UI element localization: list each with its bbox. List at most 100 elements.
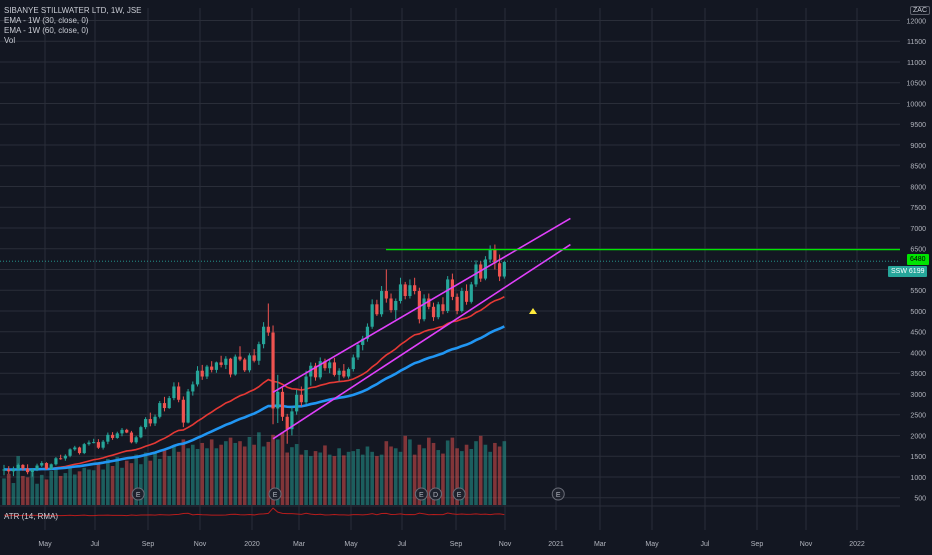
ema60-legend[interactable]: EMA - 1W (60, close, 0) bbox=[4, 26, 89, 35]
volume-bar bbox=[209, 439, 214, 505]
candle-body bbox=[464, 291, 469, 302]
candle-body bbox=[110, 434, 115, 438]
candle-body bbox=[120, 429, 124, 434]
volume-bar bbox=[63, 473, 68, 505]
symbol-title[interactable]: SIBANYE STILLWATER LTD, 1W, JSE bbox=[4, 6, 142, 15]
candle-body bbox=[295, 394, 299, 412]
y-tick-label: 9000 bbox=[910, 143, 926, 150]
candle-body bbox=[413, 285, 417, 292]
candle-body bbox=[125, 429, 129, 433]
volume-bar bbox=[346, 451, 351, 505]
volume-bar bbox=[139, 464, 143, 505]
volume-bar bbox=[96, 464, 101, 505]
candle-body bbox=[101, 441, 105, 448]
candle-body bbox=[224, 358, 228, 365]
volume-bar bbox=[233, 442, 238, 505]
earnings-marker-label: D bbox=[433, 492, 438, 499]
channel-upper-line bbox=[272, 217, 571, 393]
volume-bar bbox=[280, 432, 285, 505]
x-tick-label: Nov bbox=[800, 541, 813, 548]
volume-bar bbox=[21, 475, 25, 505]
candle-body bbox=[262, 326, 266, 345]
volume-bar bbox=[327, 454, 332, 505]
volume-bar bbox=[6, 473, 11, 505]
volume-bar bbox=[238, 441, 242, 505]
y-tick-label: 500 bbox=[914, 496, 926, 503]
candle-body bbox=[30, 469, 34, 473]
volume-bar bbox=[445, 440, 450, 505]
x-tick-label: Jul bbox=[398, 541, 407, 548]
volume-bar bbox=[497, 446, 502, 505]
candle-body bbox=[342, 370, 346, 377]
atr-line bbox=[3, 507, 505, 517]
candle-body bbox=[422, 298, 426, 320]
candle-body bbox=[441, 304, 445, 311]
currency-label[interactable]: ZAC bbox=[910, 6, 930, 15]
candle-body bbox=[351, 357, 355, 370]
volume-bar bbox=[16, 456, 20, 505]
candle-body bbox=[21, 464, 25, 469]
candle-body bbox=[384, 291, 388, 299]
volume-bar bbox=[11, 483, 16, 505]
candle-body bbox=[356, 344, 360, 358]
candle-body bbox=[11, 469, 16, 472]
y-tick-label: 5500 bbox=[910, 288, 926, 295]
atr-legend[interactable]: ATR (14, RMA) bbox=[4, 512, 59, 521]
candle-body bbox=[498, 263, 502, 277]
candle-body bbox=[162, 403, 167, 409]
earnings-marker bbox=[452, 487, 466, 501]
x-tick-label: Sep bbox=[751, 541, 764, 548]
candle-body bbox=[87, 442, 91, 445]
candle-body bbox=[68, 449, 72, 456]
volume-bar bbox=[214, 448, 219, 505]
volume-bar bbox=[323, 445, 327, 505]
x-tick-label: Mar bbox=[293, 541, 306, 548]
volume-bar bbox=[176, 451, 181, 505]
earnings-marker-label: E bbox=[419, 492, 424, 499]
volume-bar bbox=[332, 456, 337, 505]
volume-bar bbox=[351, 451, 356, 505]
volume-bar bbox=[54, 469, 58, 505]
candle-body bbox=[271, 332, 275, 409]
candle-body bbox=[488, 249, 492, 260]
volume-bar bbox=[115, 457, 120, 505]
volume-bar bbox=[455, 448, 459, 505]
candle-body bbox=[92, 442, 96, 444]
x-tick-label: 2020 bbox=[244, 541, 260, 548]
candle-body bbox=[285, 416, 289, 430]
volume-bar bbox=[266, 441, 271, 505]
earnings-marker-label: E bbox=[273, 492, 278, 499]
candle-body bbox=[205, 366, 209, 377]
volume-bar bbox=[157, 458, 162, 505]
volume-bar bbox=[474, 441, 478, 505]
last-price-tag: SSW 6199 bbox=[888, 266, 928, 277]
volume-bar bbox=[172, 446, 176, 505]
candle-body bbox=[144, 419, 148, 428]
candle-body bbox=[35, 465, 39, 470]
candle-body bbox=[455, 296, 459, 311]
candle-body bbox=[177, 386, 181, 400]
earnings-marker-label: E bbox=[136, 492, 141, 499]
volume-bar bbox=[247, 436, 252, 505]
candle-body bbox=[427, 298, 431, 307]
candle-body bbox=[167, 398, 171, 409]
level-price-tag: 6480 bbox=[907, 254, 929, 265]
legend: SIBANYE STILLWATER LTD, 1W, JSE EMA - 1W… bbox=[4, 6, 142, 46]
candle-body bbox=[436, 304, 440, 318]
earnings-marker bbox=[414, 487, 428, 501]
volume-bar bbox=[417, 444, 422, 505]
volume-bar bbox=[360, 454, 365, 505]
volume-bar bbox=[110, 466, 115, 505]
volume-bar bbox=[431, 442, 436, 505]
volume-bar bbox=[162, 450, 167, 505]
volume-bar bbox=[271, 434, 275, 505]
candle-body bbox=[200, 370, 204, 377]
x-tick-label: Jul bbox=[701, 541, 710, 548]
volume-legend[interactable]: Vol bbox=[4, 36, 16, 45]
volume-bar bbox=[252, 444, 256, 505]
ema30-legend[interactable]: EMA - 1W (30, close, 0) bbox=[4, 16, 89, 25]
volume-bar bbox=[101, 469, 105, 505]
volume-bar bbox=[318, 452, 323, 505]
